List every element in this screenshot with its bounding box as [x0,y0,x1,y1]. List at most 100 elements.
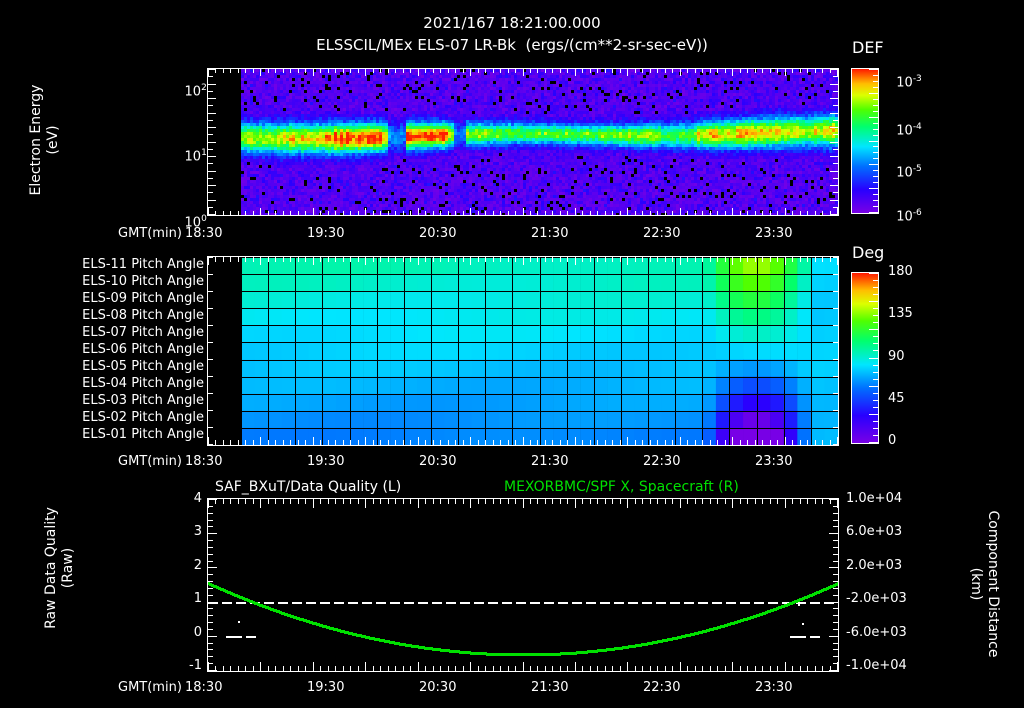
cb1-e2: -5 [912,164,922,174]
panel3-ytick-right-m1e4: -1.0e+04 [846,658,907,673]
panel2-row-labels: ELS-11 Pitch Angle ELS-10 Pitch Angle EL… [0,256,204,446]
panel3-ytick-3: 3 [193,524,202,539]
panel3-ytick-2: 2 [193,558,202,573]
panel3-xtick-4: 22:30 [643,680,681,695]
page-subtitle: ELSSCIL/MEx ELS-07 LR-Bk (ergs/(cm**2-sr… [316,36,708,54]
panel3-ylabel-left-line2: (Raw) [60,547,76,589]
panel1-ytick-1: 101 [168,136,207,176]
panel3-ylabel-right: Component Distance (km) [964,489,1001,679]
panel1-xtick-2: 20:30 [419,226,457,241]
panel3-xtick-1: 19:30 [307,680,345,695]
panel2-row-label-11: ELS-11 Pitch Angle [82,257,204,272]
panel1-ylabel: Electron Energy (eV) [28,60,65,220]
panel2-row-label-06: ELS-06 Pitch Angle [82,342,204,357]
cb1-l3: 10 [896,209,913,225]
panel1-ytick-1-exp: 1 [201,148,207,158]
panel-electron-energy: Electron Energy (eV) 102 101 100 [0,60,1024,230]
panel1-ytick-0: 100 [168,202,207,242]
panel2-row-label-01: ELS-01 Pitch Angle [82,427,204,442]
panel2-xticks: 18:30 19:30 20:30 21:30 22:30 23:30 [185,454,839,471]
panel2-xtick-4: 22:30 [643,454,681,469]
data-quality-line-plot [208,499,838,671]
panel1-ylabel-line2: (eV) [45,125,61,155]
panel1-ytick-0-exp: 0 [201,214,207,224]
panel2-xtick-3: 21:30 [531,454,569,469]
panel3-ytick-right-m6e3: -6.0e+03 [846,625,907,640]
panel1-xtick-0: 18:30 [185,226,223,241]
panel3-plot-frame [207,498,839,672]
panel3-xtick-5: 23:30 [755,680,793,695]
colorbar2-title: Deg [852,243,885,262]
panel3-ytick-1: 1 [193,591,202,606]
panel2-row-label-08: ELS-08 Pitch Angle [82,308,204,323]
panel3-ytick-4: 4 [193,491,202,506]
panel2-xtick-2: 20:30 [419,454,457,469]
cb1-l1: 10 [896,123,913,139]
colorbar1-title: DEF [852,38,884,57]
panel2-row-label-07: ELS-07 Pitch Angle [82,325,204,340]
colorbar1-gradient [852,69,878,213]
panel3-xlabel: GMT(min) [118,680,182,695]
colorbar2-tick-180: 180 [888,264,913,279]
colorbar2-tick-0: 0 [888,433,897,448]
panel2-row-label-04: ELS-04 Pitch Angle [82,376,204,391]
panel3-title-left: SAF_BXuT/Data Quality (L) [215,479,402,495]
panel1-ylabel-line1: Electron Energy [28,84,44,196]
panel1-ytick-1-base: 10 [184,149,202,165]
cb1-l0: 10 [896,75,913,91]
colorbar1-tick-m4: 10-4 [888,110,922,139]
panel2-row-label-02: ELS-02 Pitch Angle [82,410,204,425]
panel3-ytick-m1: -1 [189,658,202,673]
colorbar1-tick-m3: 10-3 [888,62,922,91]
colorbar1 [851,68,879,214]
panel3-yticks-right: 1.0e+04 6.0e+03 2.0e+03 -2.0e+03 -6.0e+0… [846,492,936,673]
panel3-ytick-right-1e4: 1.0e+04 [846,491,903,506]
colorbar1-tick-m5: 10-5 [888,152,922,181]
panel2-xlabel: GMT(min) [118,454,182,469]
panel1-xtick-3: 21:30 [531,226,569,241]
panel3-title-right: MEXORBMC/SPF X, Spacecraft (R) [504,479,739,495]
panel2-row-label-03: ELS-03 Pitch Angle [82,393,204,408]
pitch-angle-grid [208,257,838,445]
panel1-xtick-4: 22:30 [643,226,681,241]
panel3-xtick-2: 20:30 [419,680,457,695]
panel3-yticks-left: 4 3 2 1 0 -1 [160,492,202,673]
panel3-xticks: 18:30 19:30 20:30 21:30 22:30 23:30 [185,680,839,697]
panel2-row-label-09: ELS-09 Pitch Angle [82,291,204,306]
cb1-e3: -6 [912,208,922,218]
panel3-xtick-0: 18:30 [185,680,223,695]
panel3-ylabel-left: Raw Data Quality (Raw) [43,473,80,663]
panel3-ytick-right-2e3: 2.0e+03 [846,558,903,573]
panel1-xtick-5: 23:30 [755,226,793,241]
panel1-ytick-2: 102 [168,71,207,111]
panel1-plot-frame [207,68,839,216]
panel3-ylabel-left-line1: Raw Data Quality [43,507,59,629]
panel1-ytick-2-exp: 2 [201,83,207,93]
colorbar2-tick-45: 45 [888,391,905,406]
page-title: 2021/167 18:21:00.000 [423,14,601,32]
panel1-ytick-0-base: 10 [184,215,202,231]
panel2-row-label-10: ELS-10 Pitch Angle [82,274,204,289]
panel1-xlabel: GMT(min) [118,226,182,241]
panel3-xtick-3: 21:30 [531,680,569,695]
panel2-plot-frame [207,256,839,446]
cb1-e1: -4 [912,122,922,132]
panel1-xtick-1: 19:30 [307,226,345,241]
panel3-ytick-right-6e3: 6.0e+03 [846,524,903,539]
panel2-xtick-5: 23:30 [755,454,793,469]
cb1-e0: -3 [912,74,922,84]
cb1-l2: 10 [896,165,913,181]
colorbar2-tick-135: 135 [888,306,913,321]
panel3-ylabel-right-line1: Component Distance [985,510,1001,658]
panel3-ylabel-right-line2: (km) [968,567,984,601]
panel1-ytick-2-base: 10 [184,84,202,100]
panel2-xtick-0: 18:30 [185,454,223,469]
electron-energy-spectrogram [208,69,838,215]
colorbar2-gradient [852,273,878,443]
panel3-ytick-right-m2e3: -2.0e+03 [846,591,907,606]
panel2-row-label-05: ELS-05 Pitch Angle [82,359,204,374]
colorbar1-tick-m6: 10-6 [888,196,922,225]
colorbar2 [851,272,879,444]
panel3-ytick-0: 0 [193,625,202,640]
colorbar2-tick-90: 90 [888,349,905,364]
